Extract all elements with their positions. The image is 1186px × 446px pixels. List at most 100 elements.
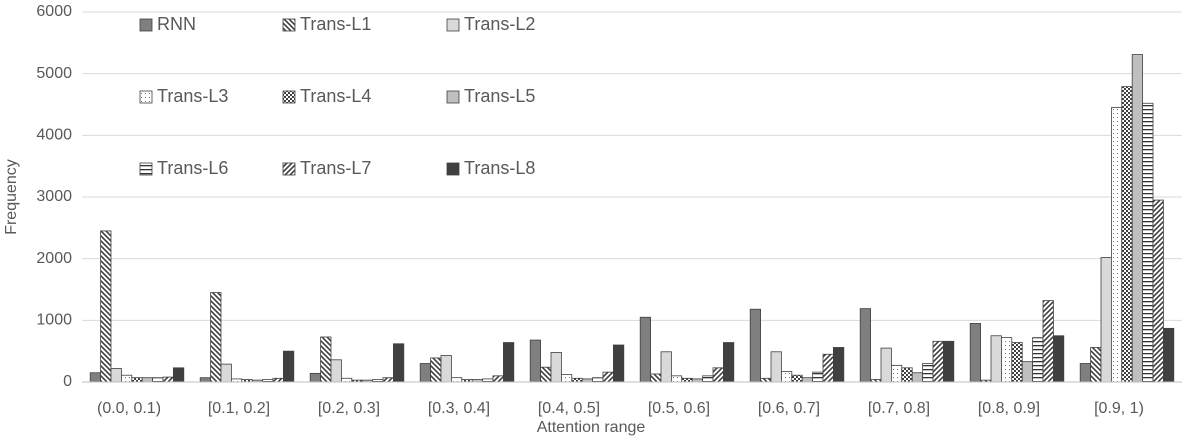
y-tick-label: 6000	[36, 3, 72, 20]
bar	[1032, 337, 1044, 383]
bar	[812, 371, 824, 383]
legend-label: Trans-L4	[300, 86, 371, 106]
bar	[89, 372, 101, 383]
bar	[943, 340, 955, 383]
bar	[571, 377, 583, 383]
x-tick-label: [0.9, 1)	[1094, 400, 1144, 417]
bar	[712, 367, 724, 383]
bar	[990, 335, 1002, 383]
bar	[1163, 327, 1175, 383]
legend-label: RNN	[157, 14, 196, 34]
bar	[791, 374, 803, 383]
bar	[419, 363, 432, 383]
bar	[121, 374, 133, 383]
y-tick-label: 4000	[36, 127, 72, 144]
bar	[1152, 199, 1164, 383]
bar	[162, 376, 174, 383]
bar	[770, 351, 782, 383]
bar	[911, 372, 924, 383]
legend-label: Trans-L2	[464, 14, 535, 34]
bar	[859, 308, 872, 383]
y-axis-title: Frequency	[3, 159, 20, 235]
bar	[141, 377, 153, 383]
legend-swatch	[282, 18, 296, 32]
bar	[1001, 337, 1013, 383]
bar	[502, 342, 515, 383]
bar	[1021, 361, 1034, 383]
bar	[613, 344, 625, 383]
legend-swatch	[139, 162, 153, 176]
x-tick-label: [0.6, 0.7]	[758, 400, 820, 417]
bar	[639, 316, 652, 383]
bar	[382, 377, 394, 383]
legend-swatch	[446, 162, 460, 176]
legend-swatch	[282, 90, 296, 104]
bar	[880, 347, 892, 383]
x-axis-title: Attention range	[537, 419, 646, 436]
x-tick-label: [0.3, 0.4]	[428, 400, 490, 417]
bar	[932, 340, 944, 383]
bar	[1100, 257, 1112, 383]
legend-label: Trans-L1	[300, 14, 371, 34]
bar	[833, 347, 845, 383]
bar	[152, 377, 164, 383]
bar	[1090, 347, 1102, 383]
y-tick-label: 2000	[36, 250, 72, 267]
bar	[1121, 86, 1133, 383]
bar	[671, 375, 683, 383]
x-tick-label: [0.1, 0.2]	[208, 400, 270, 417]
bar	[1053, 335, 1065, 383]
bar	[340, 377, 353, 383]
legend-swatch	[446, 90, 460, 104]
legend-swatch	[139, 18, 153, 32]
bar	[702, 375, 714, 383]
bar	[110, 368, 122, 383]
bar	[492, 375, 504, 383]
bar	[922, 363, 934, 383]
bar	[309, 372, 322, 383]
bar	[1079, 363, 1091, 383]
bar	[1111, 107, 1123, 383]
bar	[650, 373, 662, 383]
bar	[969, 323, 982, 383]
bar	[540, 366, 552, 383]
legend-label: Trans-L3	[157, 86, 228, 106]
x-tick-label: [0.4, 0.5]	[538, 400, 600, 417]
bar	[220, 363, 232, 383]
legend-label: Trans-L7	[300, 158, 371, 178]
bar	[1142, 102, 1154, 383]
bar	[100, 230, 112, 383]
bar	[450, 377, 463, 383]
x-tick-label: [0.5, 0.6]	[648, 400, 710, 417]
bar	[430, 357, 442, 383]
bar	[760, 377, 772, 383]
bar	[749, 308, 762, 383]
bar	[660, 351, 672, 383]
bar	[1042, 300, 1054, 383]
bar	[210, 292, 222, 383]
bar	[272, 377, 284, 383]
bar	[561, 374, 573, 383]
x-tick-label: [0.8, 0.9]	[978, 400, 1040, 417]
bar	[282, 350, 295, 383]
y-tick-label: 3000	[36, 188, 72, 205]
bar	[723, 342, 735, 383]
bar	[199, 377, 211, 383]
bar	[901, 367, 913, 383]
bar	[1011, 342, 1023, 383]
y-tick-label: 5000	[36, 65, 72, 82]
bar	[801, 377, 814, 383]
bar	[592, 377, 604, 383]
bar	[440, 355, 452, 383]
bar	[781, 371, 793, 383]
bar	[1131, 54, 1143, 383]
legend-label: Trans-L6	[157, 158, 228, 178]
bar	[330, 359, 342, 383]
bar	[392, 343, 405, 383]
bar	[529, 339, 542, 383]
bar	[131, 377, 143, 383]
x-tick-label: [0.7, 0.8]	[868, 400, 930, 417]
bar	[822, 353, 834, 383]
legend-swatch	[282, 162, 296, 176]
